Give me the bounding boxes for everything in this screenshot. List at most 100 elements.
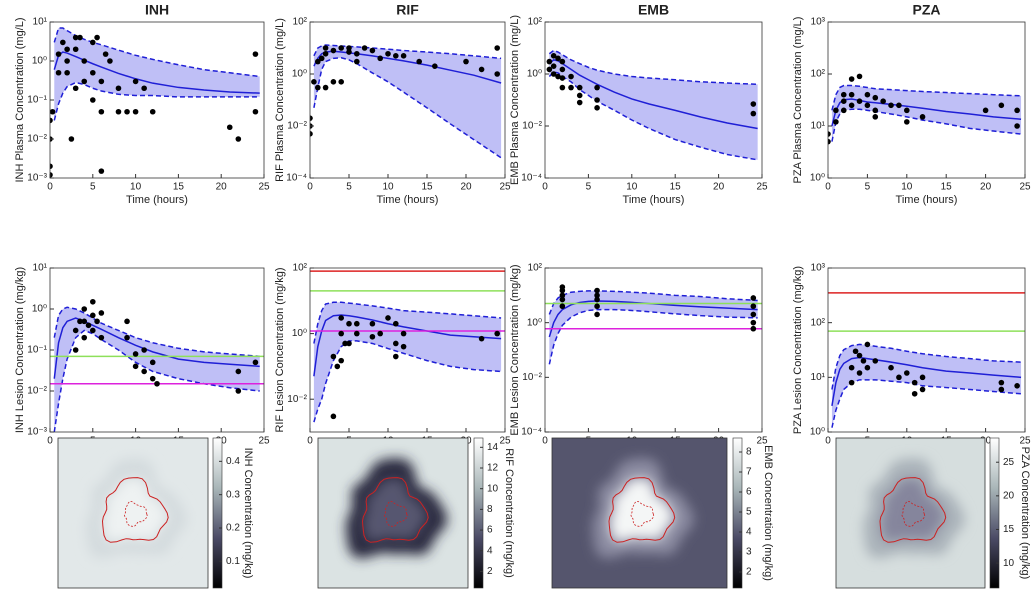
data-point: [154, 381, 160, 387]
data-point: [751, 312, 757, 318]
data-point: [56, 51, 62, 57]
band-fill: [54, 28, 259, 120]
x-tick-label: 0: [47, 182, 53, 193]
x-tick-label: 20: [980, 182, 992, 193]
x-tick-label: 5: [90, 182, 96, 193]
y-tick-label: 10⁻⁴: [286, 173, 307, 184]
x-tick-label: 0: [307, 436, 313, 447]
y-tick-label: 10⁻¹: [27, 95, 47, 106]
data-point: [331, 414, 337, 420]
data-point: [594, 97, 600, 103]
data-point: [346, 49, 352, 55]
data-point: [133, 79, 139, 85]
data-point: [90, 313, 96, 319]
y-tick-label: 10⁰: [527, 69, 542, 80]
data-point: [331, 48, 337, 54]
colorbar-tick-label: 0.3: [226, 489, 240, 500]
colorbar-tick-label: 20: [1003, 490, 1015, 501]
data-point: [401, 344, 407, 350]
data-point: [315, 85, 321, 91]
data-point: [331, 354, 337, 360]
data-point: [81, 58, 87, 64]
data-point: [920, 387, 926, 393]
data-point: [896, 103, 902, 109]
data-point: [401, 331, 407, 337]
heatmap-image: [552, 438, 727, 588]
x-tick-label: 25: [258, 436, 270, 447]
data-point: [99, 79, 105, 85]
data-point: [393, 341, 399, 347]
data-point: [227, 124, 233, 130]
data-point: [849, 76, 855, 82]
data-point: [833, 108, 839, 114]
data-point: [560, 67, 566, 73]
data-point: [857, 353, 863, 359]
colorbar-tick-label: 8: [746, 447, 752, 458]
data-point: [99, 168, 105, 174]
data-point: [912, 380, 918, 386]
y-tick-label: 10³: [811, 263, 826, 274]
data-point: [107, 58, 113, 64]
data-point: [920, 375, 926, 381]
data-point: [560, 297, 566, 303]
x-axis-label: Time (hours): [896, 194, 958, 206]
data-point: [81, 306, 87, 312]
y-axis-label: PZA Plasma Concentration (mg/L): [792, 17, 804, 184]
data-point: [751, 101, 757, 107]
data-point: [751, 295, 757, 301]
data-point: [393, 53, 399, 59]
data-point: [853, 348, 859, 354]
data-point: [370, 48, 376, 54]
x-tick-label: 20: [713, 182, 725, 193]
data-point: [323, 85, 329, 91]
y-tick-label: 10⁻²: [287, 121, 307, 132]
colorbar-tick-label: 7: [746, 467, 752, 478]
data-point: [141, 369, 147, 375]
x-tick-label: 10: [626, 182, 638, 193]
data-point: [50, 109, 56, 115]
x-tick-label: 20: [216, 182, 228, 193]
data-point: [90, 299, 96, 305]
y-tick-label: 10⁻⁴: [521, 427, 542, 438]
y-tick-label: 10²: [528, 17, 543, 28]
data-point: [354, 331, 360, 337]
data-point: [323, 51, 329, 57]
data-point: [338, 315, 344, 321]
colorbar-tick-label: 25: [1003, 457, 1015, 468]
y-tick-label: 10²: [293, 17, 308, 28]
data-point: [64, 70, 70, 76]
y-tick-label: 10¹: [33, 17, 48, 28]
y-axis-label: PZA Lesion Concentration (mg/kg): [792, 266, 804, 434]
y-tick-label: 10⁰: [527, 317, 542, 328]
colorbar-tick-label: 0.1: [226, 556, 240, 567]
data-point: [90, 70, 96, 76]
chart-title: RIF: [396, 2, 419, 18]
data-point: [751, 111, 757, 117]
data-point: [253, 360, 259, 366]
colorbar-tick-label: 4: [487, 545, 493, 556]
colorbar: [474, 438, 483, 588]
data-point: [236, 388, 242, 394]
x-tick-label: 10: [130, 182, 142, 193]
data-point: [81, 335, 87, 341]
data-point: [494, 45, 500, 51]
data-point: [64, 58, 70, 64]
data-point: [568, 74, 574, 80]
data-point: [401, 53, 407, 59]
data-point: [999, 387, 1005, 393]
data-point: [560, 59, 566, 65]
x-tick-label: 10: [382, 182, 394, 193]
data-point: [150, 376, 156, 382]
data-point: [560, 288, 566, 294]
x-tick-label: 15: [173, 182, 185, 193]
data-point: [150, 360, 156, 366]
data-point: [577, 93, 583, 99]
data-point: [841, 108, 847, 114]
y-tick-label: 10¹: [33, 263, 48, 274]
data-point: [346, 321, 352, 327]
data-point: [116, 109, 122, 115]
x-axis-label: Time (hours): [623, 194, 685, 206]
data-point: [86, 323, 92, 329]
x-tick-label: 0: [542, 436, 548, 447]
y-tick-label: 10⁻²: [287, 394, 307, 405]
